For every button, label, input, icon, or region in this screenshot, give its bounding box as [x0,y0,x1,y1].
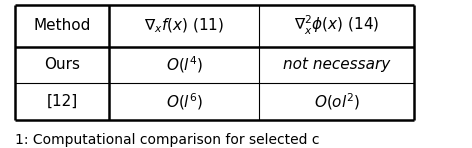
Text: $\nabla_x f(x)$ (11): $\nabla_x f(x)$ (11) [144,17,225,35]
Text: Method: Method [34,18,91,33]
Text: $\nabla_x^2 \phi(x)$ (14): $\nabla_x^2 \phi(x)$ (14) [294,14,379,37]
Text: [12]: [12] [47,94,78,109]
Text: $O(ol^2)$: $O(ol^2)$ [313,91,360,112]
Text: Ours: Ours [44,57,80,72]
Text: not necessary: not necessary [283,57,390,72]
Text: $O(l^6)$: $O(l^6)$ [166,91,203,112]
Text: $O(l^4)$: $O(l^4)$ [166,54,203,75]
Text: 1: Computational comparison for selected c: 1: Computational comparison for selected… [16,133,320,147]
